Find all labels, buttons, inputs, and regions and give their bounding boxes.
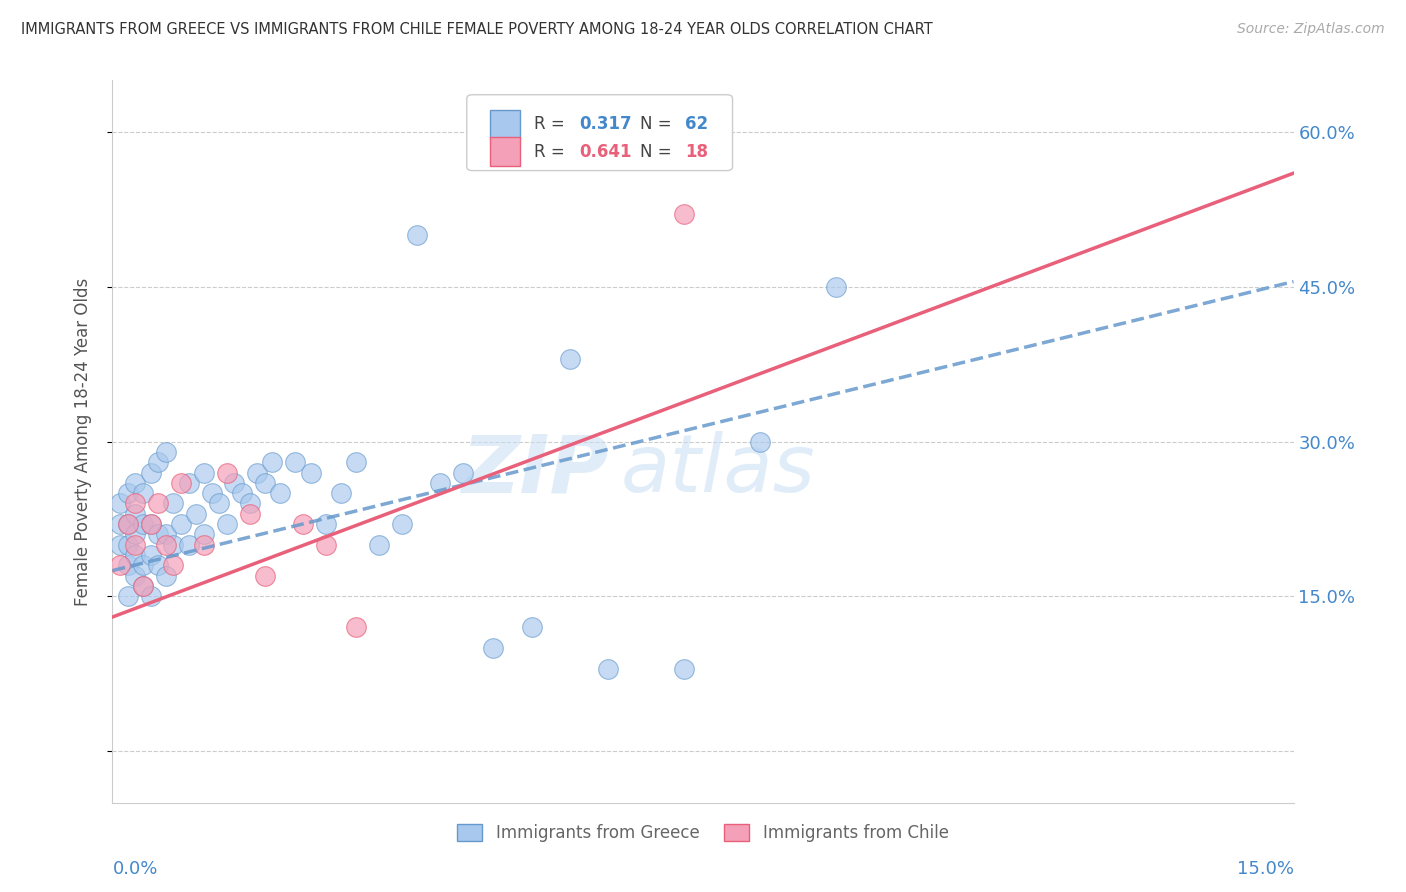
Point: [596, 662, 619, 676]
Point: [193, 466, 215, 480]
Text: atlas: atlas: [620, 432, 815, 509]
Point: [253, 568, 276, 582]
Text: 0.641: 0.641: [579, 143, 631, 161]
Point: [344, 620, 367, 634]
Point: [330, 486, 353, 500]
Point: [344, 455, 367, 469]
FancyBboxPatch shape: [491, 110, 520, 139]
Point: [117, 590, 139, 604]
Point: [520, 620, 543, 634]
Point: [246, 466, 269, 480]
Point: [391, 517, 413, 532]
Text: Source: ZipAtlas.com: Source: ZipAtlas.com: [1237, 22, 1385, 37]
Text: ZIP: ZIP: [461, 432, 609, 509]
Point: [117, 517, 139, 532]
Point: [162, 496, 184, 510]
Point: [124, 548, 146, 562]
Point: [148, 496, 170, 510]
Point: [139, 517, 162, 532]
Point: [231, 486, 253, 500]
Point: [299, 466, 322, 480]
Point: [155, 445, 177, 459]
Point: [429, 475, 451, 490]
Point: [170, 475, 193, 490]
Text: 0.0%: 0.0%: [112, 860, 157, 878]
Point: [117, 538, 139, 552]
Point: [200, 486, 222, 500]
Point: [132, 579, 155, 593]
Point: [108, 538, 131, 552]
Point: [451, 466, 474, 480]
Point: [139, 590, 162, 604]
Point: [239, 507, 262, 521]
Point: [124, 568, 146, 582]
Point: [162, 538, 184, 552]
Point: [132, 558, 155, 573]
Point: [315, 517, 337, 532]
Point: [482, 640, 505, 655]
Point: [215, 466, 238, 480]
Point: [124, 527, 146, 541]
Point: [117, 558, 139, 573]
Point: [132, 486, 155, 500]
Point: [155, 568, 177, 582]
Point: [177, 538, 200, 552]
Point: [148, 455, 170, 469]
Point: [253, 475, 276, 490]
Point: [368, 538, 391, 552]
Text: 62: 62: [685, 115, 709, 134]
Text: 0.317: 0.317: [579, 115, 631, 134]
Text: R =: R =: [534, 115, 569, 134]
Point: [224, 475, 246, 490]
Text: N =: N =: [640, 143, 678, 161]
Point: [170, 517, 193, 532]
Point: [132, 517, 155, 532]
Point: [186, 507, 208, 521]
Point: [239, 496, 262, 510]
Point: [108, 517, 131, 532]
Point: [108, 558, 131, 573]
Point: [291, 517, 314, 532]
Point: [177, 475, 200, 490]
Point: [193, 527, 215, 541]
Point: [124, 475, 146, 490]
Point: [262, 455, 284, 469]
Point: [208, 496, 231, 510]
Point: [193, 538, 215, 552]
Point: [132, 579, 155, 593]
Point: [269, 486, 291, 500]
Point: [825, 279, 848, 293]
Text: N =: N =: [640, 115, 678, 134]
Point: [406, 228, 429, 243]
Point: [139, 466, 162, 480]
FancyBboxPatch shape: [491, 137, 520, 166]
Legend: Immigrants from Greece, Immigrants from Chile: Immigrants from Greece, Immigrants from …: [451, 817, 955, 848]
Point: [139, 548, 162, 562]
Point: [162, 558, 184, 573]
Point: [749, 434, 772, 449]
Y-axis label: Female Poverty Among 18-24 Year Olds: Female Poverty Among 18-24 Year Olds: [73, 277, 91, 606]
Point: [155, 527, 177, 541]
Point: [558, 351, 581, 366]
Text: IMMIGRANTS FROM GREECE VS IMMIGRANTS FROM CHILE FEMALE POVERTY AMONG 18-24 YEAR : IMMIGRANTS FROM GREECE VS IMMIGRANTS FRO…: [21, 22, 932, 37]
Point: [139, 517, 162, 532]
Point: [148, 558, 170, 573]
Text: R =: R =: [534, 143, 569, 161]
Point: [108, 496, 131, 510]
Point: [148, 527, 170, 541]
Point: [315, 538, 337, 552]
FancyBboxPatch shape: [467, 95, 733, 170]
Point: [672, 207, 695, 221]
Point: [117, 517, 139, 532]
Text: 18: 18: [685, 143, 709, 161]
Point: [124, 507, 146, 521]
Point: [124, 496, 146, 510]
Point: [215, 517, 238, 532]
Text: 15.0%: 15.0%: [1236, 860, 1294, 878]
Point: [124, 538, 146, 552]
Point: [117, 486, 139, 500]
Point: [155, 538, 177, 552]
Point: [284, 455, 307, 469]
Point: [672, 662, 695, 676]
